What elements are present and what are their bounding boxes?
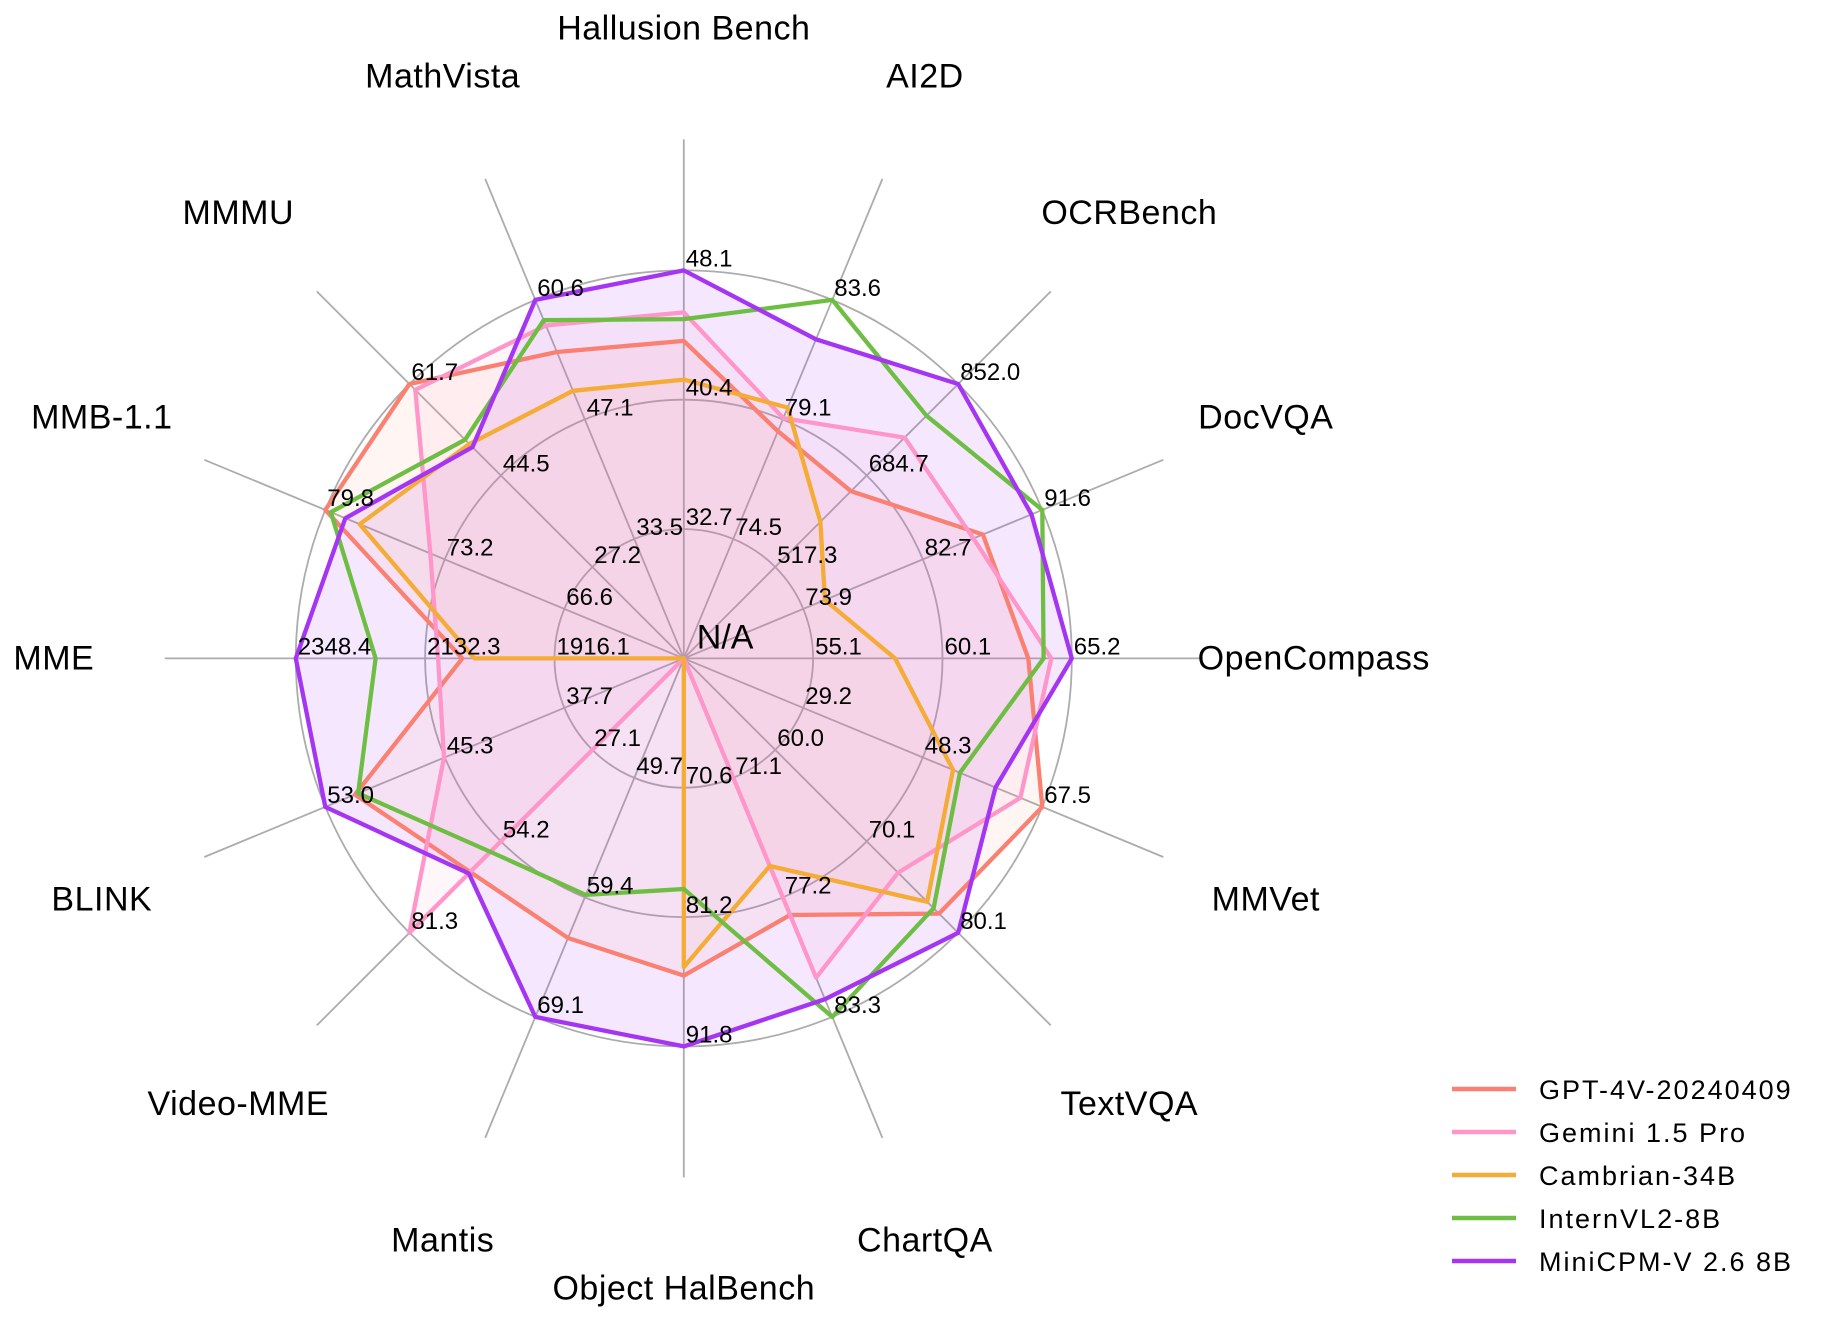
svg-text:684.7: 684.7	[869, 451, 929, 478]
svg-text:74.5: 74.5	[735, 514, 782, 541]
svg-text:69.1: 69.1	[537, 992, 584, 1019]
svg-text:Mantis: Mantis	[391, 1221, 494, 1259]
svg-text:91.6: 91.6	[1044, 485, 1091, 512]
svg-text:OCRBench: OCRBench	[1041, 194, 1217, 232]
svg-text:Cambrian-34B: Cambrian-34B	[1539, 1161, 1737, 1191]
svg-text:27.1: 27.1	[594, 725, 641, 752]
svg-text:DocVQA: DocVQA	[1198, 398, 1333, 436]
svg-text:2348.4: 2348.4	[298, 633, 371, 660]
svg-text:45.3: 45.3	[447, 732, 494, 759]
svg-text:Hallusion Bench: Hallusion Bench	[557, 9, 810, 47]
svg-text:AI2D: AI2D	[886, 57, 964, 95]
svg-text:91.8: 91.8	[686, 1021, 733, 1048]
svg-text:MMMU: MMMU	[183, 194, 295, 232]
svg-text:Object HalBench: Object HalBench	[552, 1269, 815, 1307]
svg-text:37.7: 37.7	[566, 683, 613, 710]
svg-text:47.1: 47.1	[587, 394, 634, 421]
svg-text:60.6: 60.6	[537, 275, 584, 302]
svg-text:27.2: 27.2	[594, 542, 641, 569]
svg-text:81.3: 81.3	[411, 908, 458, 935]
svg-text:73.2: 73.2	[447, 534, 494, 561]
svg-text:53.0: 53.0	[327, 782, 374, 809]
svg-text:79.1: 79.1	[785, 394, 832, 421]
svg-text:67.5: 67.5	[1044, 782, 1091, 809]
svg-text:61.7: 61.7	[411, 359, 458, 386]
svg-text:59.4: 59.4	[587, 872, 634, 899]
svg-text:Video-MME: Video-MME	[148, 1085, 330, 1123]
svg-text:77.2: 77.2	[785, 872, 832, 899]
svg-text:OpenCompass: OpenCompass	[1198, 639, 1430, 677]
svg-text:49.7: 49.7	[636, 753, 683, 780]
svg-text:83.3: 83.3	[834, 992, 881, 1019]
svg-text:60.0: 60.0	[777, 725, 824, 752]
svg-text:MMB-1.1: MMB-1.1	[31, 398, 172, 436]
svg-text:48.3: 48.3	[925, 732, 972, 759]
svg-text:40.4: 40.4	[686, 375, 733, 402]
svg-text:70.1: 70.1	[869, 816, 916, 843]
svg-text:1916.1: 1916.1	[557, 633, 630, 660]
svg-text:83.6: 83.6	[834, 275, 881, 302]
svg-text:BLINK: BLINK	[51, 881, 152, 919]
svg-text:32.7: 32.7	[686, 504, 733, 531]
svg-text:81.2: 81.2	[686, 892, 733, 919]
svg-text:80.1: 80.1	[960, 908, 1007, 935]
svg-text:73.9: 73.9	[805, 584, 852, 611]
svg-text:N/A: N/A	[697, 618, 754, 656]
svg-text:MMVet: MMVet	[1212, 881, 1320, 919]
svg-text:TextVQA: TextVQA	[1060, 1085, 1198, 1123]
svg-text:48.1: 48.1	[686, 245, 733, 272]
svg-text:MiniCPM-V 2.6 8B: MiniCPM-V 2.6 8B	[1539, 1247, 1793, 1277]
svg-text:GPT-4V-20240409: GPT-4V-20240409	[1539, 1075, 1793, 1105]
svg-text:ChartQA: ChartQA	[857, 1221, 993, 1259]
svg-text:517.3: 517.3	[777, 542, 837, 569]
svg-text:Gemini 1.5 Pro: Gemini 1.5 Pro	[1539, 1118, 1747, 1148]
svg-text:54.2: 54.2	[503, 816, 550, 843]
svg-text:MathVista: MathVista	[365, 57, 520, 95]
svg-text:79.8: 79.8	[327, 485, 374, 512]
svg-text:65.2: 65.2	[1074, 633, 1121, 660]
svg-text:55.1: 55.1	[815, 633, 862, 660]
svg-text:44.5: 44.5	[503, 451, 550, 478]
svg-text:71.1: 71.1	[735, 753, 782, 780]
svg-text:852.0: 852.0	[960, 359, 1020, 386]
svg-text:66.6: 66.6	[566, 584, 613, 611]
svg-text:60.1: 60.1	[945, 633, 992, 660]
svg-text:33.5: 33.5	[636, 514, 683, 541]
svg-text:29.2: 29.2	[805, 683, 852, 710]
svg-text:82.7: 82.7	[925, 534, 972, 561]
svg-text:InternVL2-8B: InternVL2-8B	[1539, 1204, 1722, 1234]
svg-text:MME: MME	[13, 639, 94, 677]
svg-text:70.6: 70.6	[686, 763, 733, 790]
svg-text:2132.3: 2132.3	[427, 633, 500, 660]
